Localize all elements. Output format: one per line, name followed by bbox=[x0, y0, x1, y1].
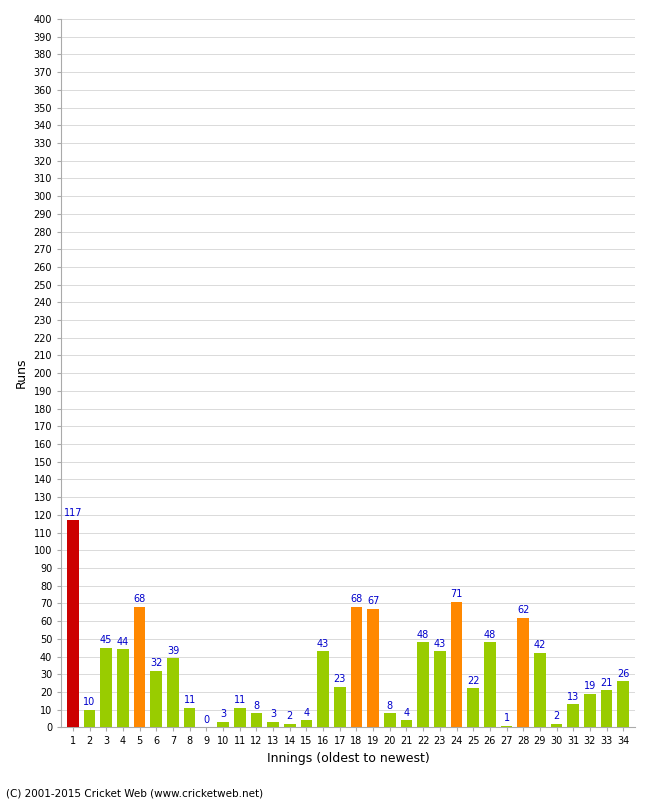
Bar bbox=[184, 708, 196, 727]
Text: 11: 11 bbox=[183, 695, 196, 706]
Bar bbox=[517, 618, 529, 727]
Text: 1: 1 bbox=[504, 713, 510, 723]
Text: 21: 21 bbox=[601, 678, 613, 687]
Text: 2: 2 bbox=[287, 711, 293, 722]
Bar bbox=[551, 724, 562, 727]
Bar bbox=[317, 651, 329, 727]
Text: 68: 68 bbox=[133, 594, 146, 604]
Text: 11: 11 bbox=[233, 695, 246, 706]
Bar bbox=[584, 694, 596, 727]
Text: 48: 48 bbox=[484, 630, 496, 640]
Bar bbox=[134, 607, 146, 727]
Bar bbox=[217, 722, 229, 727]
Text: 45: 45 bbox=[100, 635, 112, 645]
Text: 43: 43 bbox=[434, 638, 446, 649]
Bar bbox=[117, 650, 129, 727]
Text: 8: 8 bbox=[387, 701, 393, 710]
Bar bbox=[267, 722, 279, 727]
Bar bbox=[367, 609, 379, 727]
Text: 26: 26 bbox=[617, 669, 629, 678]
Bar bbox=[167, 658, 179, 727]
Bar bbox=[67, 520, 79, 727]
Text: 2: 2 bbox=[554, 711, 560, 722]
Text: 8: 8 bbox=[254, 701, 259, 710]
Bar bbox=[284, 724, 296, 727]
Text: 22: 22 bbox=[467, 676, 480, 686]
Text: 117: 117 bbox=[64, 507, 82, 518]
Bar bbox=[467, 689, 479, 727]
Text: 32: 32 bbox=[150, 658, 162, 668]
Text: 10: 10 bbox=[83, 697, 96, 707]
Bar bbox=[150, 670, 162, 727]
Bar bbox=[534, 653, 546, 727]
Bar bbox=[100, 648, 112, 727]
Text: 0: 0 bbox=[203, 714, 209, 725]
Text: 62: 62 bbox=[517, 605, 530, 615]
Text: 71: 71 bbox=[450, 589, 463, 599]
Text: 4: 4 bbox=[304, 708, 309, 718]
Bar bbox=[300, 720, 312, 727]
Text: 19: 19 bbox=[584, 681, 596, 691]
X-axis label: Innings (oldest to newest): Innings (oldest to newest) bbox=[266, 752, 430, 765]
Bar bbox=[400, 720, 412, 727]
Text: 13: 13 bbox=[567, 692, 579, 702]
Bar bbox=[84, 710, 96, 727]
Text: 3: 3 bbox=[220, 710, 226, 719]
Text: 3: 3 bbox=[270, 710, 276, 719]
Text: 48: 48 bbox=[417, 630, 429, 640]
Bar bbox=[450, 602, 462, 727]
Bar bbox=[618, 682, 629, 727]
Bar bbox=[500, 726, 512, 727]
Text: 23: 23 bbox=[333, 674, 346, 684]
Bar bbox=[350, 607, 362, 727]
Y-axis label: Runs: Runs bbox=[15, 358, 28, 389]
Bar bbox=[601, 690, 612, 727]
Text: 42: 42 bbox=[534, 640, 546, 650]
Text: 68: 68 bbox=[350, 594, 363, 604]
Bar bbox=[434, 651, 446, 727]
Bar bbox=[417, 642, 429, 727]
Text: 39: 39 bbox=[167, 646, 179, 656]
Text: 4: 4 bbox=[404, 708, 410, 718]
Bar bbox=[250, 714, 262, 727]
Bar bbox=[384, 714, 396, 727]
Text: 43: 43 bbox=[317, 638, 329, 649]
Text: 44: 44 bbox=[117, 637, 129, 647]
Bar bbox=[567, 704, 579, 727]
Bar bbox=[234, 708, 246, 727]
Text: 67: 67 bbox=[367, 596, 380, 606]
Text: (C) 2001-2015 Cricket Web (www.cricketweb.net): (C) 2001-2015 Cricket Web (www.cricketwe… bbox=[6, 788, 264, 798]
Bar bbox=[334, 686, 346, 727]
Bar bbox=[484, 642, 496, 727]
